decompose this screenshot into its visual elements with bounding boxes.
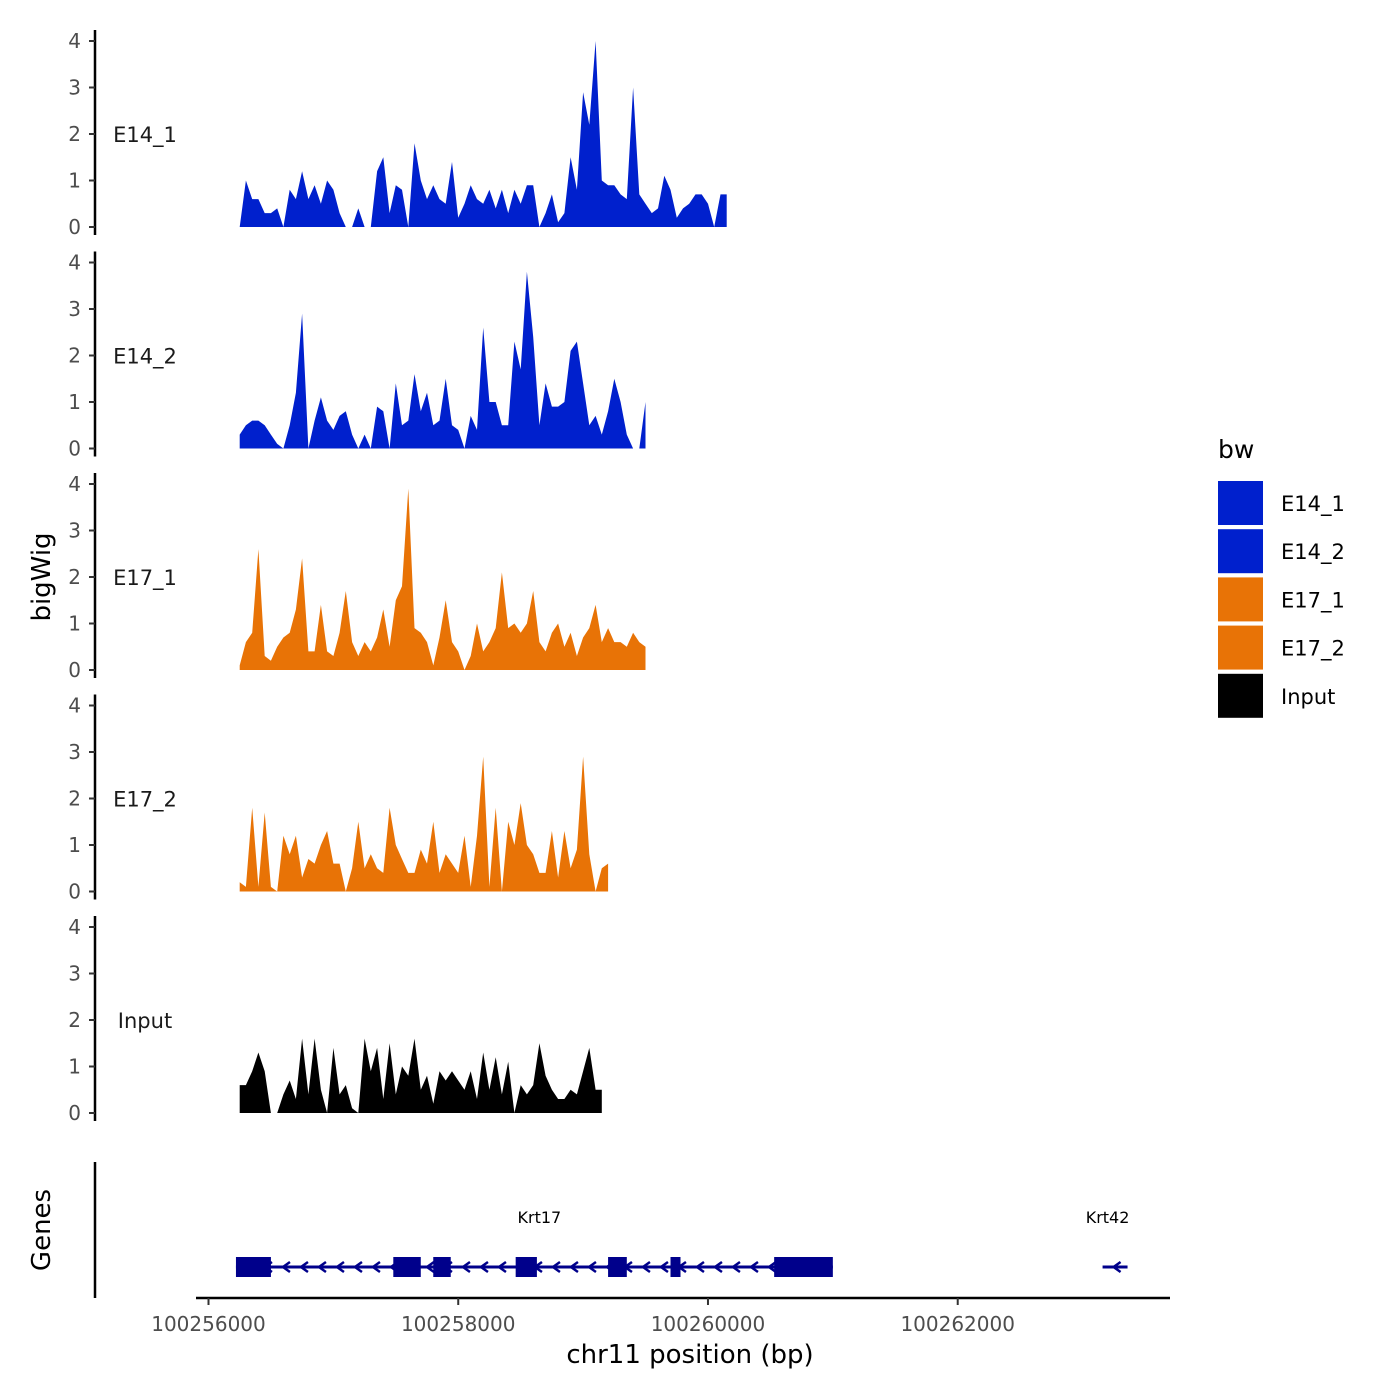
- y-tick-label: 0: [68, 880, 81, 904]
- y-tick-label: 1: [68, 390, 81, 414]
- gene-label: Krt17: [518, 1208, 562, 1227]
- y-tick-label: 3: [68, 740, 81, 764]
- strand-arrow: [766, 1260, 777, 1274]
- y-tick-label: 0: [68, 658, 81, 682]
- exon: [235, 1257, 271, 1277]
- x-tick-label: 100260000: [651, 1312, 766, 1336]
- y-tick-label: 1: [68, 612, 81, 636]
- y-axis-title: bigWig: [27, 532, 57, 621]
- track-label: E17_1: [113, 566, 177, 591]
- y-tick-label: 3: [68, 76, 81, 100]
- exon: [608, 1257, 627, 1277]
- y-tick-label: 0: [68, 215, 81, 239]
- strand-arrow: [496, 1260, 507, 1274]
- strand-arrow: [478, 1260, 489, 1274]
- tracks-group: 0 1 2 3 4 E14_1 0 1 2 3 4 E14_2 0 1 2 3 4 E17_1 0 1 2 3 4 E17_2…: [68, 29, 727, 1125]
- track-label: E17_2: [113, 788, 177, 813]
- y-tick-label: 2: [68, 1008, 81, 1032]
- strand-arrow: [280, 1260, 291, 1274]
- strand-arrow: [568, 1260, 579, 1274]
- strand-arrow: [640, 1260, 651, 1274]
- y-tick-label: 1: [68, 169, 81, 193]
- strand-arrow: [370, 1260, 381, 1274]
- strand-arrow: [586, 1260, 597, 1274]
- legend-label: E14_2: [1281, 540, 1345, 565]
- strand-arrow: [334, 1260, 345, 1274]
- track-E14_2: 0 1 2 3 4 E14_2: [68, 251, 646, 461]
- x-tick-label: 100256000: [151, 1312, 266, 1336]
- exon: [393, 1257, 421, 1277]
- y-tick-label: 0: [68, 437, 81, 461]
- y-tick-label: 3: [68, 297, 81, 321]
- y-tick-label: 4: [68, 251, 81, 275]
- strand-arrow: [730, 1260, 741, 1274]
- strand-arrow: [694, 1260, 705, 1274]
- gene-Krt17: Krt17: [235, 1208, 833, 1277]
- x-axis-title: chr11 position (bp): [566, 1340, 813, 1370]
- legend-title: bw: [1218, 435, 1254, 464]
- y-tick-label: 3: [68, 519, 81, 543]
- strand-arrow: [1111, 1260, 1122, 1274]
- legend-key: [1218, 673, 1263, 718]
- track-E17_2: 0 1 2 3 4 E17_2: [68, 694, 609, 904]
- y-tick-label: 2: [68, 787, 81, 811]
- y-tick-label: 2: [68, 565, 81, 589]
- strand-arrow: [712, 1260, 723, 1274]
- gene-label: Krt42: [1086, 1208, 1130, 1227]
- y-tick-label: 4: [68, 694, 81, 718]
- y-tick-label: 1: [68, 1055, 81, 1079]
- legend-label: E17_2: [1281, 637, 1345, 662]
- y-tick-label: 1: [68, 833, 81, 857]
- x-tick-label: 100262000: [900, 1312, 1015, 1336]
- legend-key: [1218, 577, 1263, 622]
- strand-arrow: [298, 1260, 309, 1274]
- area-Input: [239, 1038, 602, 1113]
- y-tick-label: 2: [68, 344, 81, 368]
- track-label: Input: [118, 1009, 172, 1033]
- legend: bw E14_1 E14_2 E17_1 E17_2 Input: [1218, 435, 1345, 718]
- area-E17_2: [239, 756, 609, 892]
- exon: [774, 1257, 833, 1277]
- strand-arrow: [550, 1260, 561, 1274]
- strand-arrow: [352, 1260, 363, 1274]
- track-label: E14_1: [113, 123, 177, 148]
- legend-key: [1218, 529, 1263, 574]
- area-E17_1: [239, 488, 646, 670]
- y-tick-label: 0: [68, 1101, 81, 1125]
- y-tick-label: 4: [68, 29, 81, 53]
- track-label: E14_2: [113, 345, 177, 370]
- y-tick-label: 4: [68, 915, 81, 939]
- exon: [515, 1257, 537, 1277]
- track-E17_1: 0 1 2 3 4 E17_1: [68, 472, 646, 682]
- strand-arrow: [424, 1260, 435, 1274]
- exon: [670, 1257, 681, 1277]
- legend-label: Input: [1281, 685, 1335, 709]
- x-tick-label: 100258000: [401, 1312, 516, 1336]
- track-E14_1: 0 1 2 3 4 E14_1: [68, 29, 727, 239]
- strand-arrow: [658, 1260, 669, 1274]
- y-tick-label: 2: [68, 122, 81, 146]
- legend-label: E14_1: [1281, 492, 1345, 517]
- y-tick-label: 4: [68, 472, 81, 496]
- strand-arrow: [460, 1260, 471, 1274]
- area-E14_1: [239, 41, 727, 227]
- legend-label: E17_1: [1281, 588, 1345, 613]
- x-axis: 100256000 100258000 100260000 100262000: [151, 1296, 1170, 1336]
- legend-key: [1218, 625, 1263, 670]
- strand-arrow: [316, 1260, 327, 1274]
- gene-Krt42: Krt42: [1086, 1208, 1130, 1274]
- legend-key: [1218, 481, 1263, 525]
- strand-arrow: [748, 1260, 759, 1274]
- area-E14_2: [239, 271, 646, 449]
- y-tick-label: 3: [68, 962, 81, 986]
- genes-axis-title: Genes: [27, 1189, 57, 1271]
- exon: [433, 1257, 451, 1277]
- genes-track: Krt17 Krt42: [93, 1162, 1130, 1298]
- track-Input: 0 1 2 3 4 Input: [68, 915, 602, 1125]
